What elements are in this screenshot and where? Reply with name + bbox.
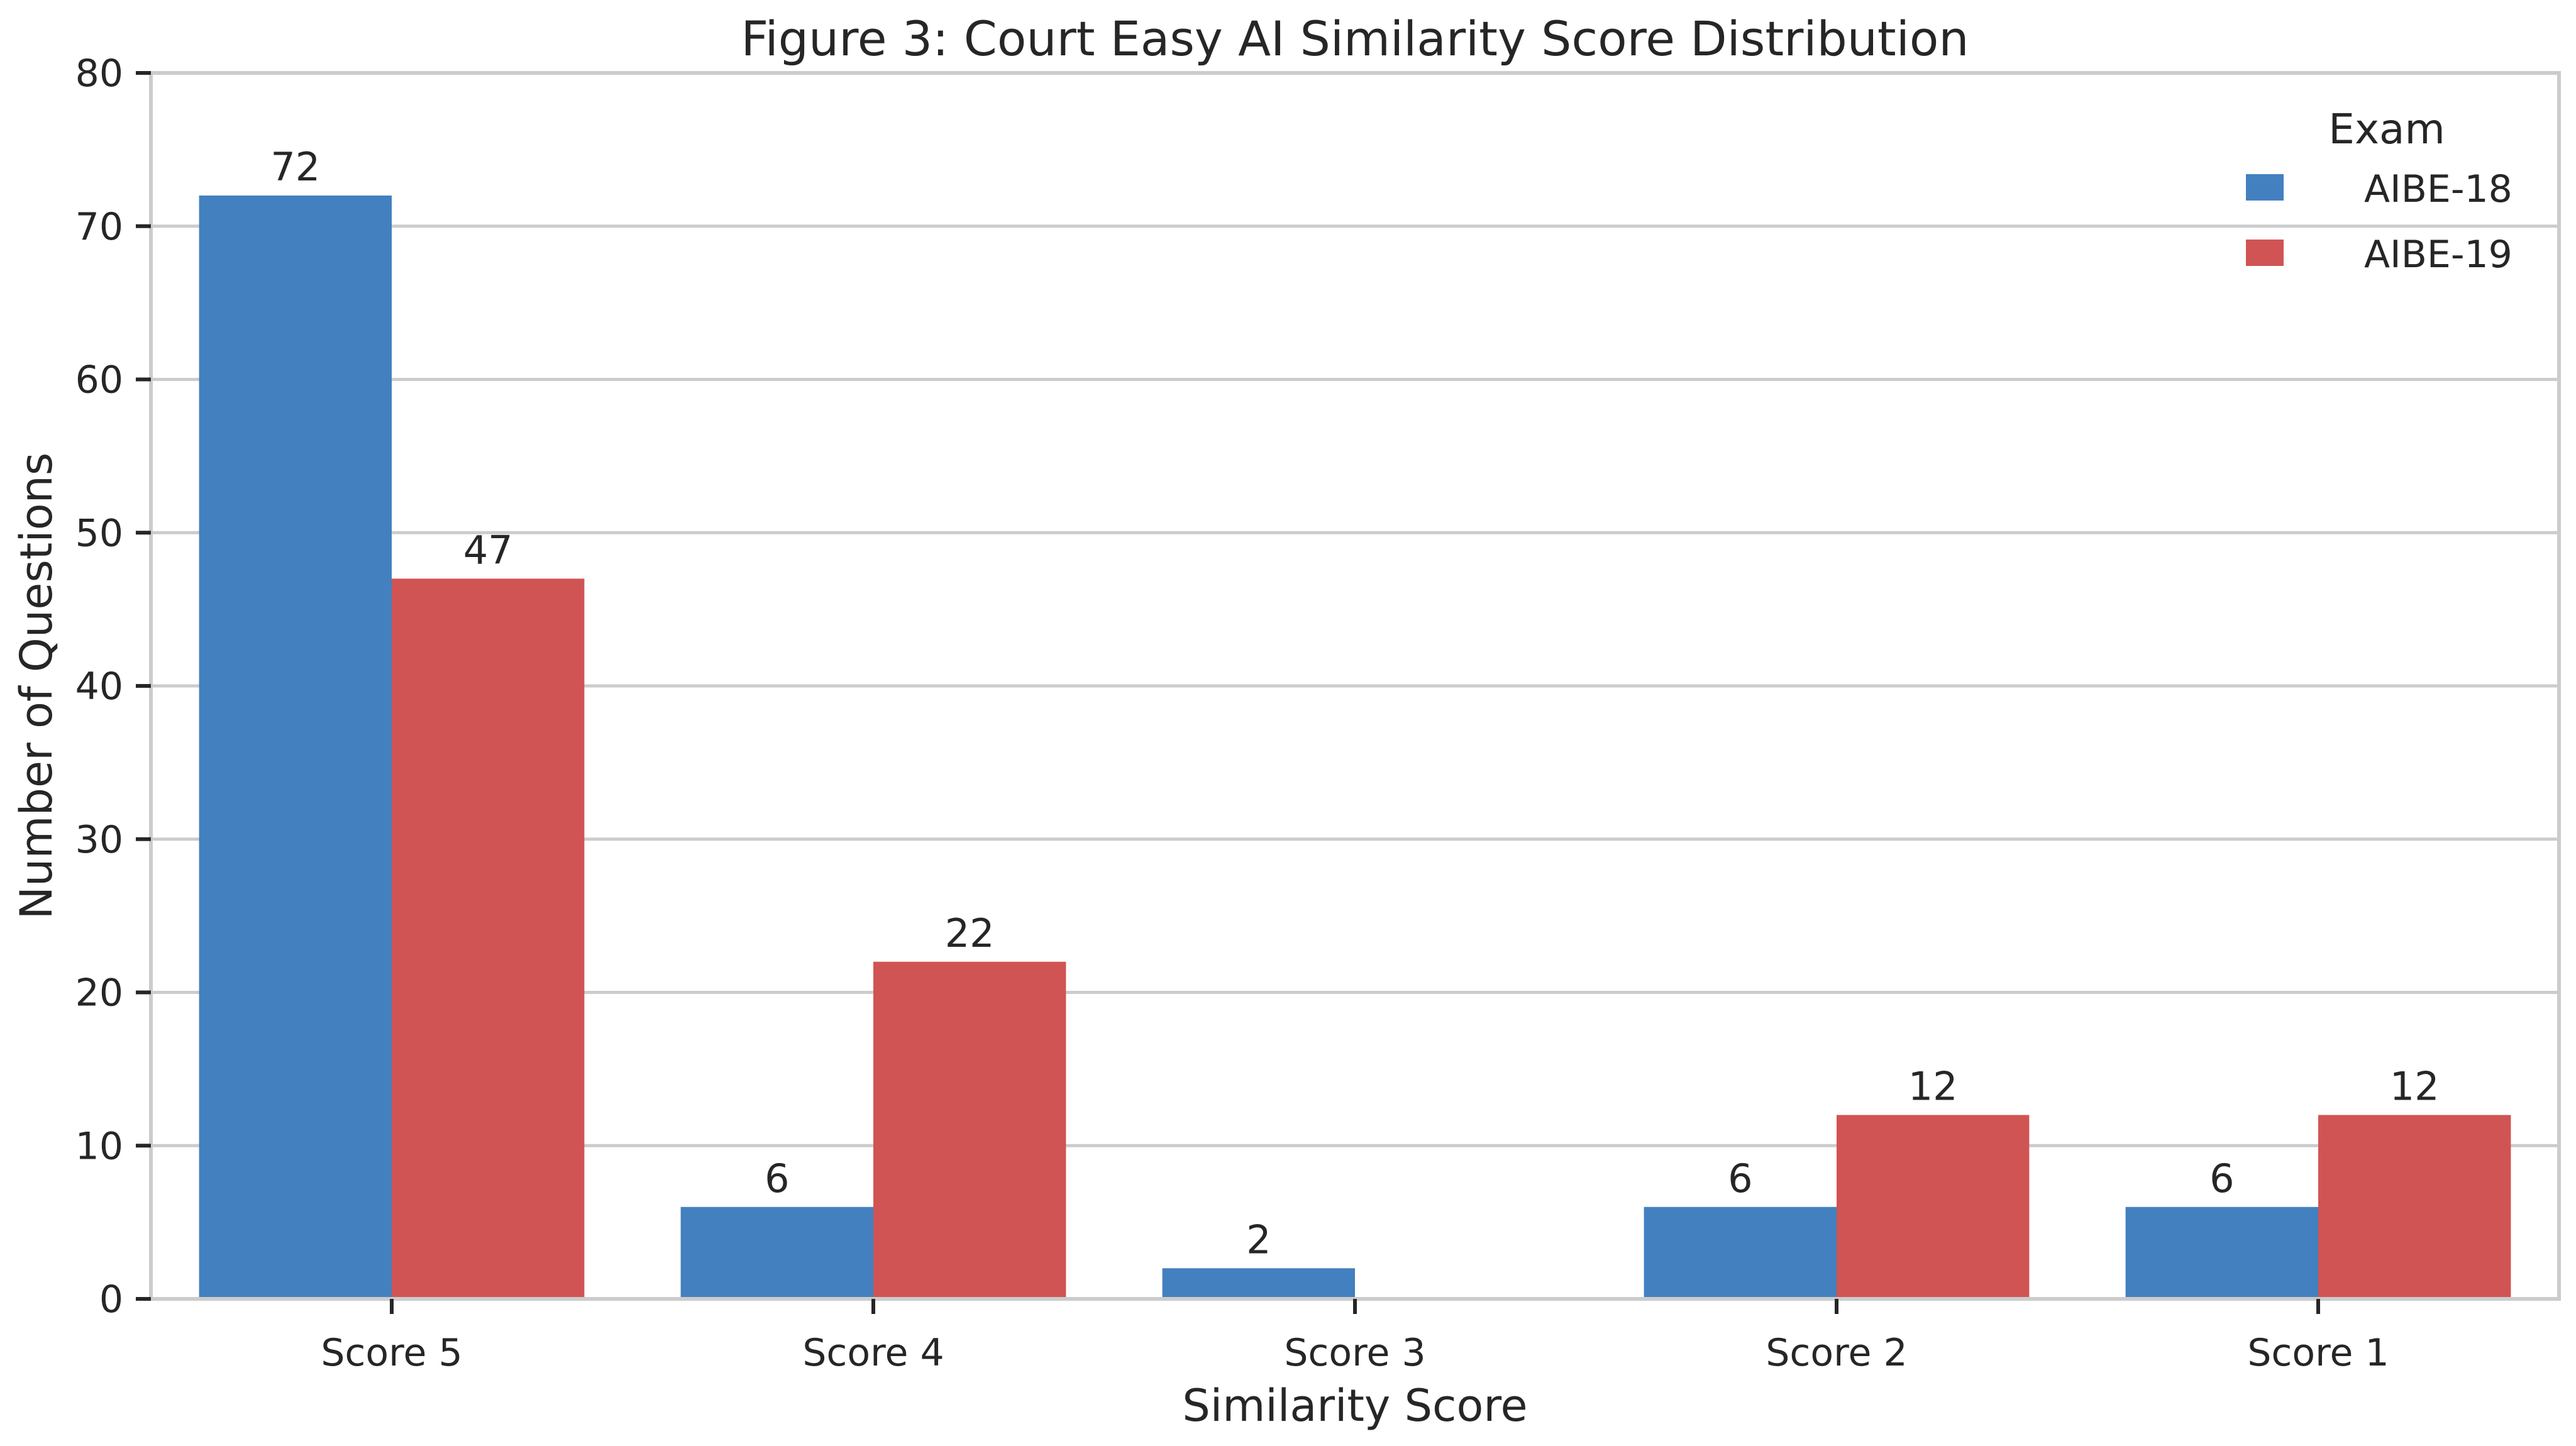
data-label-aibe-19-score-4: 22	[945, 910, 995, 956]
legend-label-aibe-18: AIBE-18	[2364, 167, 2512, 211]
y-tick-label-40: 40	[75, 665, 123, 709]
data-label-aibe-18-score-1: 6	[2209, 1156, 2234, 1201]
bar-aibe-18-score-5	[199, 196, 392, 1299]
bar-aibe-19-score-5	[392, 578, 585, 1299]
y-tick-label-80: 80	[75, 52, 123, 96]
x-tick-label-score-3: Score 3	[1284, 1331, 1425, 1375]
legend-swatch-aibe-18	[2246, 174, 2284, 201]
legend-entry-aibe-18: AIBE-18	[2246, 167, 2512, 211]
data-label-aibe-18-score-4: 6	[765, 1156, 789, 1201]
y-axis-label: Number of Questions	[11, 453, 62, 920]
x-tick-label-score-1: Score 1	[2247, 1331, 2389, 1375]
x-tick-label-score-2: Score 2	[1766, 1331, 1907, 1375]
bar-aibe-18-score-2	[1644, 1206, 1837, 1299]
y-tick-label-0: 0	[99, 1278, 123, 1322]
x-tick-label-score-4: Score 4	[802, 1331, 944, 1375]
y-tick-label-50: 50	[75, 511, 123, 555]
x-axis: Score 5 Score 4 Score 3 Score 2 Score 1	[321, 1299, 2389, 1375]
data-label-aibe-19-score-5: 47	[463, 527, 513, 573]
legend-label-aibe-19: AIBE-19	[2364, 233, 2512, 277]
bars	[199, 196, 2511, 1299]
data-label-aibe-18-score-5: 72	[270, 144, 320, 190]
data-label-aibe-18-score-3: 2	[1246, 1217, 1271, 1262]
y-tick-label-30: 30	[75, 818, 123, 862]
y-tick-label-10: 10	[75, 1124, 123, 1168]
x-axis-label: Similarity Score	[1182, 1380, 1527, 1432]
bar-aibe-18-score-4	[680, 1206, 873, 1299]
data-label-aibe-19-score-2: 12	[1908, 1064, 1958, 1110]
bar-aibe-19-score-2	[1837, 1115, 2030, 1299]
data-label-aibe-19-score-1: 12	[2390, 1064, 2440, 1110]
bar-aibe-19-score-1	[2318, 1115, 2511, 1299]
y-axis: 0 10 20 30 40 50 60 70 80	[75, 52, 151, 1322]
y-tick-label-70: 70	[75, 205, 123, 249]
bar-aibe-18-score-1	[2125, 1206, 2318, 1299]
bar-aibe-19-score-4	[873, 961, 1066, 1299]
legend-swatch-aibe-19	[2246, 240, 2284, 266]
data-label-aibe-18-score-2: 6	[1728, 1156, 1752, 1201]
x-tick-label-score-5: Score 5	[321, 1331, 462, 1375]
legend-entry-aibe-19: AIBE-19	[2246, 233, 2512, 277]
legend-title: Exam	[2328, 105, 2445, 153]
y-tick-label-60: 60	[75, 358, 123, 402]
bar-aibe-18-score-3	[1162, 1268, 1355, 1299]
y-tick-label-20: 20	[75, 971, 123, 1015]
legend: Exam AIBE-18 AIBE-19	[2246, 105, 2512, 277]
chart-title: Figure 3: Court Easy AI Similarity Score…	[741, 11, 1969, 67]
